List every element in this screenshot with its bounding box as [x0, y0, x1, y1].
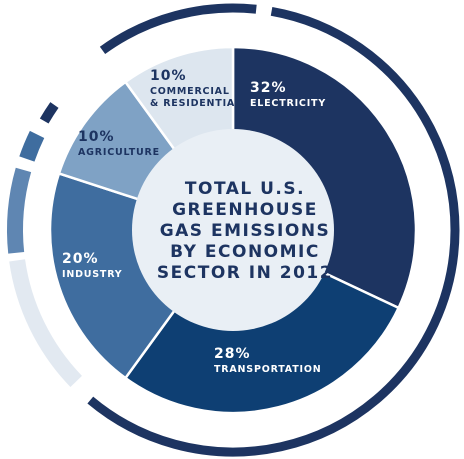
chart-title-line: SECTOR IN 2012: [157, 263, 333, 283]
chart-title-line: BY ECONOMIC: [170, 242, 320, 262]
outer-ring: [7, 3, 460, 457]
ring-segment: [19, 130, 45, 162]
slice-labels: 32% ELECTRICITY 28% TRANSPORTATION 20% INDUST…: [62, 68, 326, 375]
slice-percent-label: 20%: [62, 251, 99, 267]
slice-category-label: INDUSTRY: [62, 269, 122, 280]
ring-segment: [9, 259, 82, 387]
slice-category-label: ELECTRICITY: [250, 98, 326, 109]
center-disc: [132, 129, 334, 331]
ring-segment: [7, 167, 32, 254]
slice-percent-label: 10%: [78, 129, 115, 145]
slice-category-label: TRANSPORTATION: [214, 364, 321, 375]
slice-percent-label: 28%: [214, 346, 251, 362]
slice-percent-label: 10%: [150, 68, 187, 84]
slice-category-label: & RESIDENTIAL: [150, 98, 242, 109]
chart-title-line: GREENHOUSE: [172, 200, 318, 220]
ring-segment: [99, 3, 257, 55]
ring-segment: [39, 102, 59, 124]
slice-category-label: COMMERCIAL: [150, 86, 230, 97]
slice-percent-label: 32%: [250, 80, 287, 96]
ring-segment: [87, 6, 460, 457]
chart-title-line: TOTAL U.S.: [185, 179, 305, 199]
chart-title-line: GAS EMISSIONS: [160, 221, 331, 241]
slice-category-label: AGRICULTURE: [78, 147, 160, 158]
